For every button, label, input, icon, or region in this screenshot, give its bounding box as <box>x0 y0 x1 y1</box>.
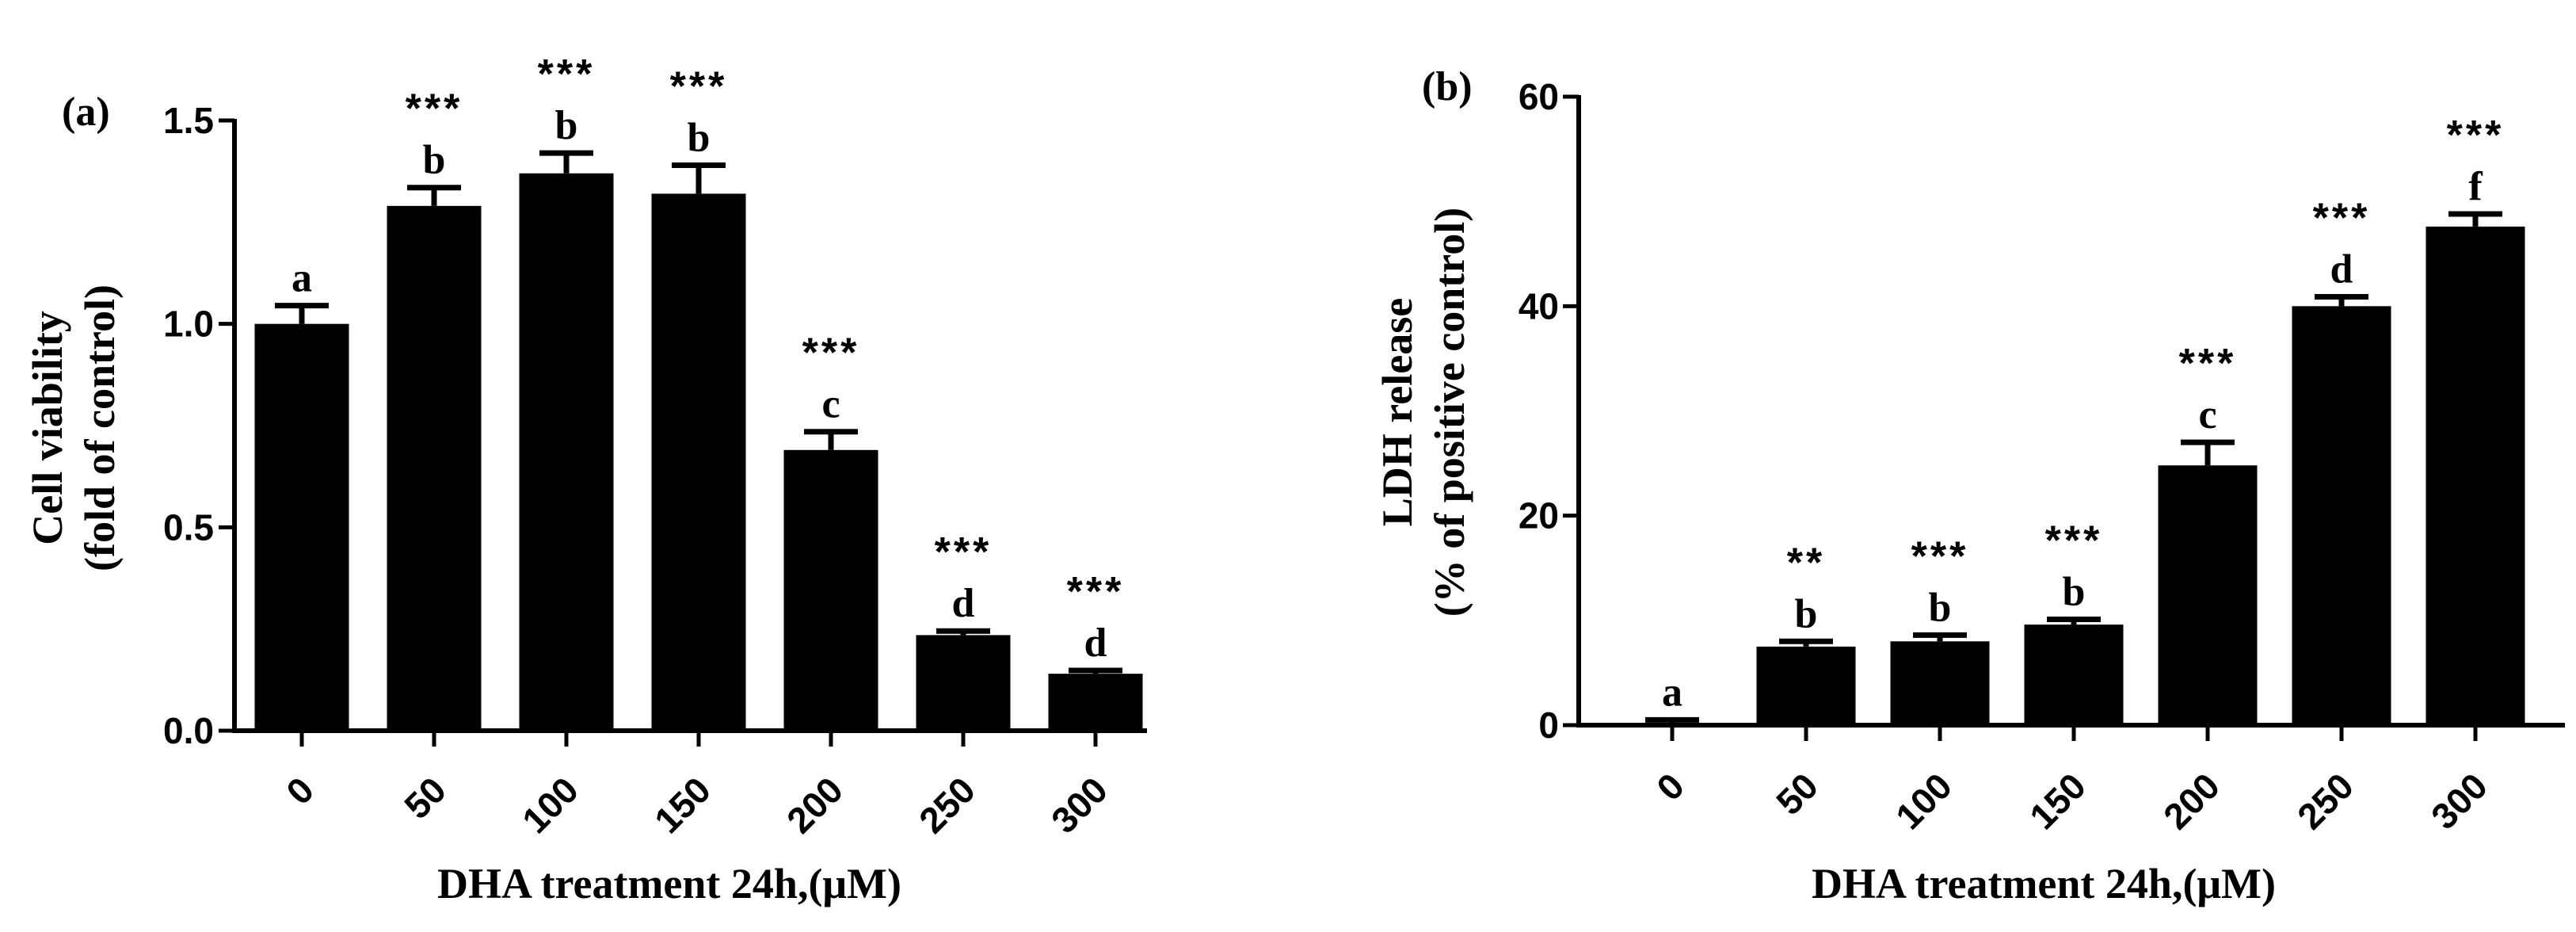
panel-a-bar <box>387 205 482 731</box>
panel-a-bar <box>916 635 1011 731</box>
panel-a-plot: 0.0 0.5 1.0 1.5 0 a 50 b *** 100 b *** 150 b *** 200 c **… <box>163 52 1147 841</box>
panel-b-y-tick-label: 60 <box>1519 76 1559 117</box>
panel-b-bar <box>2425 226 2525 725</box>
panel-b-group-letter: d <box>2330 246 2353 292</box>
panel-b-significance: *** <box>2447 113 2505 159</box>
panel-a-bar <box>254 323 349 731</box>
panel-a-x-tick-label: 150 <box>646 769 718 841</box>
panel-b-x-tick-label: 100 <box>1888 765 1960 837</box>
panel-b: (b) LDH release (% of positive control) … <box>1374 64 2565 907</box>
panel-b-x-tick-label: 50 <box>1768 765 1826 823</box>
panel-b-significance: *** <box>2045 518 2103 564</box>
panel-b-x-tick-label: 150 <box>2022 765 2094 837</box>
panel-a-bar <box>783 449 878 731</box>
panel-b-bar <box>1756 646 1856 725</box>
panel-b-ylabel-line2: (% of positive control) <box>1426 208 1473 617</box>
panel-a-x-tick-label: 100 <box>514 769 586 841</box>
panel-b-plot: 0 20 40 60 0 a 50 b ** 100 b *** 150 b *** 200 c *** 250 d *… <box>1519 76 2565 837</box>
panel-a-bar <box>519 173 614 731</box>
panel-b-group-letter: b <box>2063 570 2086 615</box>
panel-b-label: (b) <box>1422 64 1473 109</box>
panel-a-significance: *** <box>538 52 596 97</box>
panel-a-ylabel-line1: Cell viability <box>24 311 71 545</box>
panel-a-ylabel-line2: (fold of control) <box>76 285 124 571</box>
panel-a-y-tick-label: 0.5 <box>163 506 214 548</box>
panel-a-group-letter: c <box>821 382 840 427</box>
panel-a-x-tick-label: 50 <box>396 769 454 827</box>
panel-a-group-letter: d <box>1084 621 1107 666</box>
panel-a-x-tick-label: 0 <box>278 769 322 812</box>
panel-a-y-tick-label: 1.0 <box>163 304 214 345</box>
panel-b-bar <box>2024 625 2124 725</box>
panel-b-bar <box>2292 306 2391 725</box>
panel-b-group-letter: b <box>1929 585 1952 630</box>
panel-a-group-letter: b <box>688 115 711 160</box>
panel-b-y-tick-label: 40 <box>1519 285 1559 327</box>
panel-b-bar <box>1622 723 1722 725</box>
panel-a-significance: *** <box>802 330 860 376</box>
panel-b-bar <box>1890 641 1990 725</box>
panel-b-x-tick-label: 250 <box>2289 765 2361 837</box>
panel-b-x-tick-label: 300 <box>2423 765 2495 837</box>
panel-b-y-tick-label: 20 <box>1519 495 1559 537</box>
panel-b-bar <box>2158 465 2258 725</box>
panel-b-significance: *** <box>2179 341 2237 387</box>
panel-b-ylabel-line1: LDH release <box>1374 298 1421 526</box>
panel-a-significance: *** <box>406 86 463 132</box>
panel-a-label: (a) <box>62 90 110 135</box>
panel-a-bar <box>1048 674 1143 731</box>
panel-a-x-tick-label: 300 <box>1043 769 1115 841</box>
panel-b-significance: *** <box>1911 533 1969 579</box>
panel-a-group-letter: b <box>423 138 446 183</box>
panel-b-significance: *** <box>2313 195 2371 241</box>
panel-b-group-letter: a <box>1662 670 1682 715</box>
panel-b-group-letter: f <box>2468 164 2483 209</box>
panel-b-group-letter: b <box>1795 591 1818 636</box>
panel-a-significance: *** <box>1067 569 1125 615</box>
panel-a-group-letter: d <box>952 581 975 626</box>
panel-a-x-tick-label: 250 <box>911 769 983 841</box>
panel-a-significance: *** <box>935 529 993 575</box>
panel-a-group-letter: b <box>555 103 578 148</box>
panel-b-group-letter: c <box>2198 392 2216 437</box>
panel-a-significance: *** <box>670 63 728 109</box>
panel-a-x-tick-label: 200 <box>779 769 851 841</box>
panel-a: (a) Cell viability (fold of control) DHA… <box>24 52 1147 907</box>
panel-b-significance: ** <box>1787 540 1825 586</box>
panel-b-x-tick-label: 0 <box>1648 765 1692 808</box>
panel-a-y-tick-label: 0.0 <box>163 710 214 751</box>
panel-a-group-letter: a <box>292 256 312 301</box>
panel-b-y-tick-label: 0 <box>1538 705 1559 746</box>
panel-a-bar <box>651 193 746 731</box>
panel-a-xlabel: DHA treatment 24h,(μM) <box>437 860 901 907</box>
panel-b-xlabel: DHA treatment 24h,(μM) <box>1812 860 2276 907</box>
panel-b-x-tick-label: 200 <box>2155 765 2227 837</box>
panel-a-y-tick-label: 1.5 <box>163 100 214 141</box>
